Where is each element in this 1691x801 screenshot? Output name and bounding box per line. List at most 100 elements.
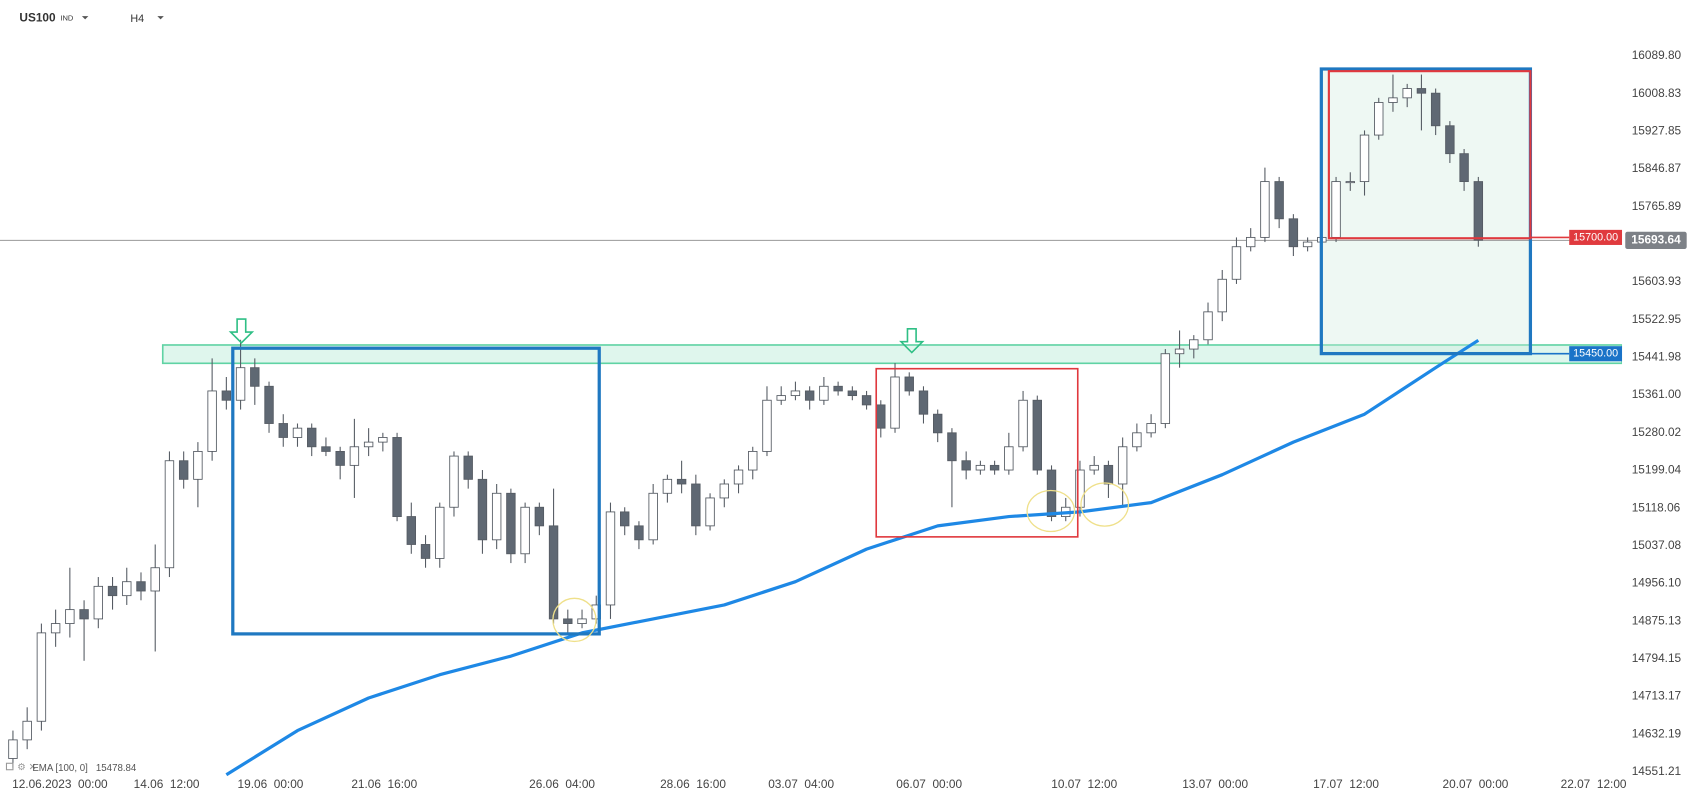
candle-body xyxy=(1302,241,1313,248)
candle-body xyxy=(164,460,175,569)
candle-body xyxy=(50,623,61,634)
y-tick-label: 15846.87 xyxy=(1632,161,1681,175)
legend: ⚙ ✕ EMA [100, 0] 15478.84 xyxy=(5,762,137,774)
candle-body xyxy=(1146,423,1156,434)
candle-body xyxy=(1430,92,1441,127)
candle-body xyxy=(1416,88,1427,94)
level-label: 15700.00 xyxy=(1573,231,1618,243)
candle-body xyxy=(1203,311,1213,341)
candle-body xyxy=(534,506,545,527)
candle-body xyxy=(918,390,929,415)
y-tick-label: 15118.06 xyxy=(1632,500,1681,514)
y-tick-label: 15361.00 xyxy=(1632,387,1682,401)
x-tick-label: 17.07 12:00 xyxy=(1313,777,1379,791)
candle-body xyxy=(193,450,203,480)
candle-body xyxy=(221,390,232,401)
candle-body xyxy=(705,497,715,527)
candle-body xyxy=(235,367,246,401)
x-tick-label: 10.07 12:00 xyxy=(1051,777,1117,791)
candle-body xyxy=(804,390,815,401)
box-fill xyxy=(1321,68,1531,354)
candle-body xyxy=(989,464,1000,471)
candle-body xyxy=(1345,181,1355,184)
y-tick-label: 15522.95 xyxy=(1632,312,1682,326)
candle-body xyxy=(861,395,872,406)
x-tick-label: 28.06 16:00 xyxy=(660,777,726,791)
candle-body xyxy=(79,609,89,620)
candle-body xyxy=(577,618,587,624)
candle-body xyxy=(1388,97,1398,103)
candle-body xyxy=(634,525,644,541)
candle-body xyxy=(1245,236,1256,248)
candle-body xyxy=(207,390,217,452)
candle-body xyxy=(278,423,288,438)
x-tick-label: 06.07 00:00 xyxy=(896,777,962,791)
legend-value: 15478.84 xyxy=(96,763,137,774)
candle-body xyxy=(762,399,772,452)
y-tick-label: 14713.17 xyxy=(1632,689,1681,703)
y-tick-label: 16089.80 xyxy=(1632,48,1682,62)
y-tick-label: 14632.19 xyxy=(1632,726,1682,740)
plot xyxy=(0,74,1623,777)
candle-body xyxy=(1132,432,1142,448)
candle-body xyxy=(307,427,317,448)
candle-body xyxy=(1160,353,1171,424)
last-price-box xyxy=(1625,231,1687,249)
candle-body xyxy=(605,511,616,606)
candle-body xyxy=(1288,218,1299,248)
highlight-circle xyxy=(552,597,597,643)
candle-body xyxy=(548,525,559,620)
candle-body xyxy=(1217,278,1227,313)
candle-body xyxy=(250,367,260,387)
candle-body xyxy=(406,516,417,545)
red-box xyxy=(875,367,1079,538)
level-label-box xyxy=(1569,346,1623,362)
candle-body xyxy=(1260,181,1270,238)
y-tick-label: 16008.83 xyxy=(1632,86,1682,100)
candle-body xyxy=(790,390,801,397)
candle-body xyxy=(733,469,744,485)
candle-body xyxy=(1089,464,1099,471)
candle-body xyxy=(662,478,673,494)
y-tick-label: 15441.98 xyxy=(1632,350,1682,364)
candle-body xyxy=(975,464,986,471)
candle-body xyxy=(1046,469,1057,517)
candle-body xyxy=(378,437,388,443)
timeframe[interactable]: H4 xyxy=(130,13,144,25)
candle-body xyxy=(449,455,459,508)
symbol[interactable]: US100 xyxy=(19,10,56,24)
candle-body xyxy=(1274,181,1284,220)
symbol-dropdown[interactable] xyxy=(81,16,89,20)
candle-body xyxy=(847,390,858,397)
candle-body xyxy=(776,395,786,401)
candle-body xyxy=(363,441,374,448)
ema-line xyxy=(225,338,1480,777)
x-tick-label: 22.07 12:00 xyxy=(1561,777,1627,791)
arrow-down xyxy=(899,328,925,354)
candle-body xyxy=(1231,246,1242,280)
candle-body xyxy=(904,376,914,392)
legend-icon[interactable] xyxy=(5,762,14,771)
y-tick-label: 15603.93 xyxy=(1632,274,1682,288)
x-tick-label: 19.06 00:00 xyxy=(238,777,304,791)
candle-body xyxy=(1445,125,1455,155)
candle-body xyxy=(819,385,829,401)
candle-body xyxy=(150,567,160,592)
candle-body xyxy=(8,739,18,759)
last-price-label: 15693.64 xyxy=(1631,232,1681,246)
candle-body xyxy=(122,581,132,597)
legend-name: EMA [100, 0] xyxy=(32,763,87,774)
highlight-circle xyxy=(1026,489,1076,533)
arrow-down xyxy=(228,318,255,344)
y-tick-label: 15280.02 xyxy=(1632,425,1681,439)
legend-icon[interactable]: ⚙ ✕ xyxy=(17,762,36,773)
candle-body xyxy=(1459,153,1469,183)
timeframe-dropdown[interactable] xyxy=(157,16,164,20)
candle-body xyxy=(1103,464,1114,485)
candle-body xyxy=(36,632,47,722)
y-tick-label: 15199.04 xyxy=(1632,463,1682,477)
candle-body xyxy=(933,413,943,434)
x-tick-label: 14.06 12:00 xyxy=(134,777,200,791)
x-tick-label: 20.07 00:00 xyxy=(1443,777,1509,791)
y-tick-label: 15927.85 xyxy=(1632,124,1682,138)
